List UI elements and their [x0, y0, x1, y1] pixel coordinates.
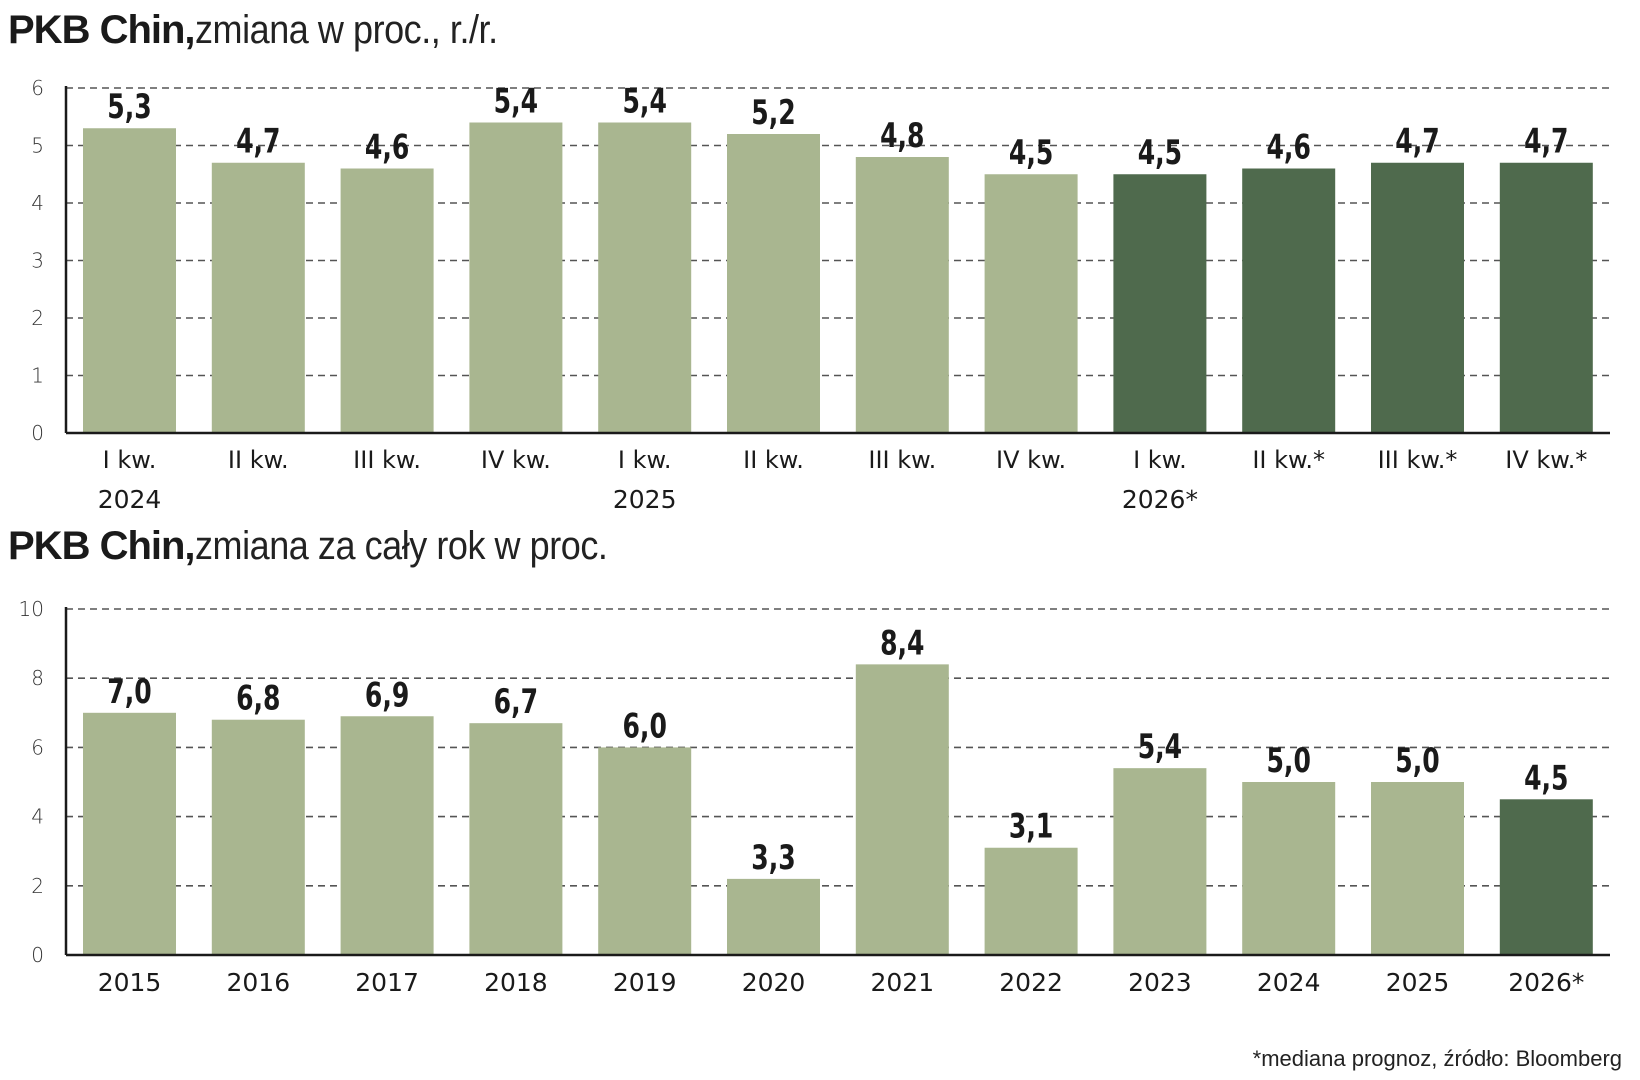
x-tick-label: IV kw. [996, 446, 1066, 474]
x-tick-label: II kw.* [1252, 446, 1325, 474]
y-tick-label: 2 [31, 874, 44, 898]
x-tick-label: 2024 [1257, 968, 1321, 997]
bar [855, 157, 949, 433]
data-label: 6,7 [494, 683, 538, 722]
x-tick-label: IV kw. [481, 446, 551, 474]
bar [727, 878, 820, 955]
x-group-label: 2024 [98, 485, 162, 514]
data-label: 4,7 [1524, 122, 1568, 161]
x-tick-label: 2025 [1386, 968, 1450, 997]
data-label: 4,5 [1138, 134, 1182, 173]
y-tick-label: 1 [31, 364, 44, 388]
data-label: 4,7 [236, 122, 280, 161]
x-tick-label: II kw. [743, 446, 804, 474]
bar [598, 122, 692, 433]
x-tick-label: 2015 [98, 968, 162, 997]
bar [211, 162, 305, 433]
x-tick-label: 2023 [1128, 968, 1192, 997]
x-tick-label: 2020 [742, 968, 806, 997]
data-label: 6,0 [622, 707, 666, 746]
bar [727, 134, 820, 433]
x-tick-label: I kw. [103, 446, 157, 474]
bar [83, 712, 176, 955]
bar-forecast [1499, 799, 1593, 955]
x-tick-label: 2017 [355, 968, 419, 997]
bar [469, 122, 563, 433]
bar-forecast [1242, 168, 1336, 433]
y-tick-label: 2 [31, 306, 44, 330]
x-tick-label: IV kw.* [1505, 446, 1587, 474]
y-tick-label: 3 [31, 249, 44, 273]
data-label: 4,8 [880, 116, 924, 155]
chart1-title: PKB Chin, zmiana w proc., r./r. [8, 8, 531, 53]
bar [1113, 768, 1207, 955]
x-tick-label: I kw. [1133, 446, 1187, 474]
y-tick-label: 5 [31, 134, 44, 158]
data-label: 6,8 [236, 679, 280, 718]
bar-forecast [1113, 174, 1207, 433]
bar [83, 128, 176, 433]
data-label: 6,9 [365, 676, 409, 715]
bar [855, 664, 949, 955]
x-tick-label: 2021 [870, 968, 934, 997]
bar [984, 174, 1078, 433]
chart2-title-bold: PKB Chin, [8, 524, 196, 568]
y-tick-label: 4 [31, 191, 44, 215]
chart2-title: PKB Chin, zmiana za cały rok w proc. [8, 524, 653, 569]
x-tick-label: 2022 [999, 968, 1063, 997]
bar [340, 716, 434, 955]
x-group-label: 2025 [613, 485, 677, 514]
data-label: 5,0 [1266, 741, 1310, 780]
data-label: 3,3 [751, 838, 795, 877]
bar [1242, 782, 1336, 955]
data-label: 4,7 [1395, 122, 1439, 161]
x-tick-label: III kw. [868, 446, 936, 474]
data-label: 5,3 [107, 88, 151, 127]
bar [984, 847, 1078, 955]
x-group-label: 2026* [1122, 485, 1198, 514]
y-tick-label: 0 [31, 421, 44, 445]
x-tick-label: 2019 [613, 968, 677, 997]
bar [598, 747, 692, 955]
footnote-source: *mediana prognoz, źródło: Bloomberg [1252, 1046, 1622, 1071]
x-tick-label: II kw. [228, 446, 289, 474]
y-tick-label: 0 [31, 943, 44, 967]
bar-forecast [1371, 162, 1464, 433]
x-tick-label: III kw. [353, 446, 421, 474]
x-tick-label: I kw. [618, 446, 672, 474]
data-label: 5,4 [622, 82, 666, 121]
chart1-title-subtitle: zmiana w proc., r./r. [194, 8, 498, 52]
y-tick-label: 6 [31, 76, 44, 100]
data-label: 5,2 [751, 93, 795, 132]
data-label: 5,0 [1395, 741, 1439, 780]
quarterly-gdp-chart: 0 1 2 3 4 5 6 5,3 I kw. 4,7 II kw. 4,6 III kw. 5,4 IV … [31, 76, 1610, 514]
data-label: 5,4 [494, 82, 538, 121]
x-tick-label: 2026* [1508, 968, 1584, 997]
y-tick-label: 10 [19, 597, 44, 621]
chart1-title-bold: PKB Chin, [8, 8, 196, 52]
y-tick-label: 6 [31, 735, 44, 759]
annual-gdp-chart: 0 2 4 6 8 10 7,0 2015 6,8 2016 6,9 2017 6,7 2018 6,0 20… [19, 597, 1610, 997]
bar-forecast [1499, 162, 1593, 433]
data-label: 4,6 [365, 128, 409, 167]
data-label: 4,6 [1266, 128, 1310, 167]
y-tick-label: 4 [31, 805, 44, 829]
bar [1371, 782, 1464, 955]
chart2-title-subtitle: zmiana za cały rok w proc. [194, 524, 608, 568]
x-tick-label: III kw.* [1378, 446, 1458, 474]
bar [211, 719, 305, 955]
x-tick-label: 2016 [226, 968, 290, 997]
bar [469, 723, 563, 955]
x-tick-label: 2018 [484, 968, 548, 997]
data-label: 4,5 [1524, 759, 1568, 798]
data-label: 4,5 [1009, 134, 1053, 173]
data-label: 7,0 [107, 672, 151, 711]
data-label: 8,4 [880, 624, 924, 663]
data-label: 5,4 [1138, 728, 1182, 767]
y-tick-label: 8 [31, 666, 44, 690]
data-label: 3,1 [1009, 807, 1053, 846]
bar [340, 168, 434, 433]
